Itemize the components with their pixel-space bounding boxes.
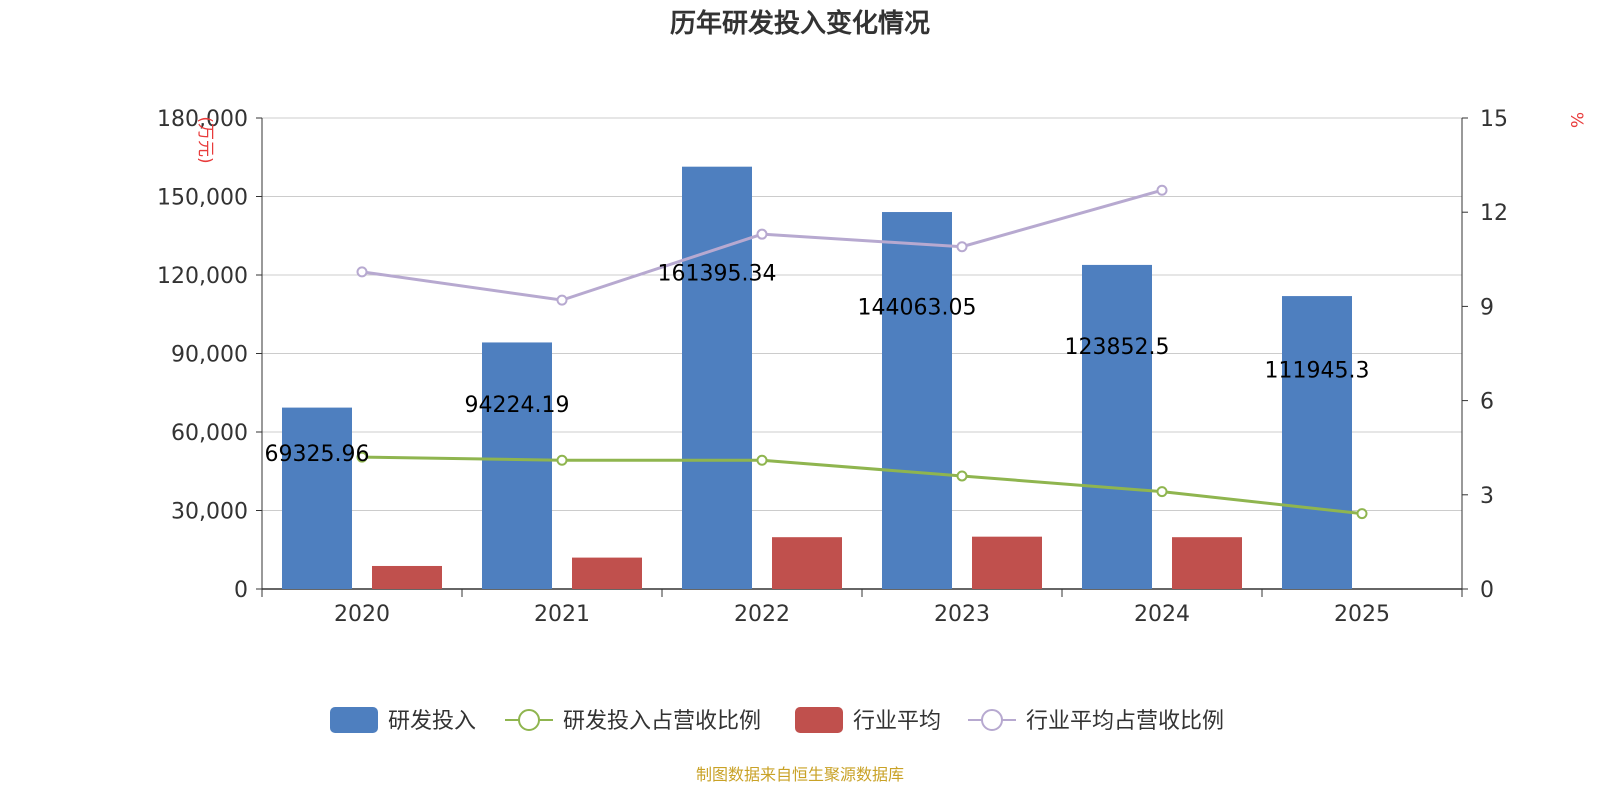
right-tick-label: 15 — [1480, 107, 1508, 132]
left-tick-label: 120,000 — [157, 264, 248, 289]
line-point-1 — [956, 470, 968, 482]
line-point-1 — [356, 451, 368, 463]
left-tick-label: 150,000 — [157, 186, 248, 211]
x-tick-label: 2020 — [334, 602, 390, 627]
data-label: 144063.05 — [858, 295, 977, 320]
right-tick-label: 6 — [1480, 390, 1494, 415]
data-label: 69325.96 — [265, 442, 370, 467]
left-tick-label: 60,000 — [171, 421, 248, 446]
bars — [282, 166, 1352, 589]
bar-2-2022 — [772, 537, 842, 589]
left-tick-label: 0 — [234, 578, 248, 603]
legend-label: 行业平均占营收比例 — [1026, 709, 1224, 734]
legend-swatch-marker — [518, 709, 540, 731]
legend-label: 研发投入占营收比例 — [563, 709, 761, 734]
left-tick-label: 30,000 — [171, 500, 248, 525]
x-tick-label: 2023 — [934, 602, 990, 627]
chart-title: 历年研发投入变化情况 — [670, 8, 930, 39]
data-label: 123852.5 — [1065, 335, 1170, 360]
right-axis-unit: % — [1566, 112, 1586, 128]
legend-label: 研发投入 — [388, 709, 476, 734]
x-tick-label: 2025 — [1334, 602, 1390, 627]
right-tick-label: 0 — [1480, 578, 1494, 603]
bar-0-2024 — [1082, 264, 1152, 589]
bar-2-2023 — [972, 536, 1042, 589]
bar-2-2024 — [1172, 537, 1242, 589]
left-axis-unit: (万元) — [195, 116, 215, 163]
data-label: 94224.19 — [465, 393, 570, 418]
bar-0-2025 — [1282, 296, 1352, 589]
line-point-3 — [356, 266, 368, 278]
bar-0-2022 — [682, 166, 752, 589]
grid-lines — [262, 117, 1462, 511]
left-tick-label: 90,000 — [171, 343, 248, 368]
bar-0-2021 — [482, 342, 552, 589]
series-line-1 — [361, 455, 1363, 516]
right-tick-label: 12 — [1480, 201, 1508, 226]
x-tick-label: 2022 — [734, 602, 790, 627]
bar-0-2023 — [882, 212, 952, 589]
axes: 0 30,000 60,000 90,000 120,000 150,000 180,000… — [157, 107, 1508, 627]
legend[interactable]: 研发投入 研发投入占营收比例 行业平均 行业平均占营收比例 — [330, 707, 1224, 734]
x-tick-label: 2024 — [1134, 602, 1190, 627]
line-point-1 — [756, 454, 768, 466]
lines — [356, 184, 1368, 520]
source-note: 制图数据来自恒生聚源数据库 — [696, 765, 904, 784]
bar-0-2020 — [282, 407, 352, 589]
legend-item-2[interactable]: 行业平均 — [795, 707, 941, 734]
data-label: 161395.34 — [658, 261, 777, 286]
legend-item-1[interactable]: 研发投入占营收比例 — [505, 709, 761, 734]
legend-swatch-marker — [981, 709, 1003, 731]
x-tick-label: 2021 — [534, 602, 590, 627]
legend-swatch — [795, 707, 843, 733]
data-labels: 69325.96 94224.19 161395.34 144063.05 123852… — [265, 261, 1370, 467]
bar-2-2020 — [372, 565, 442, 589]
bar-2-2021 — [572, 557, 642, 589]
line-point-1 — [1156, 486, 1168, 498]
legend-swatch — [330, 707, 378, 733]
legend-item-0[interactable]: 研发投入 — [330, 707, 476, 734]
line-point-3 — [1156, 184, 1168, 196]
data-label: 111945.3 — [1265, 358, 1370, 383]
legend-label: 行业平均 — [853, 709, 941, 734]
line-point-1 — [556, 454, 568, 466]
line-point-3 — [556, 294, 568, 306]
right-tick-label: 9 — [1480, 295, 1494, 320]
line-point-3 — [956, 241, 968, 253]
left-tick-label: 180,000 — [157, 107, 248, 132]
legend-item-3[interactable]: 行业平均占营收比例 — [968, 709, 1224, 734]
line-point-1 — [1356, 508, 1368, 520]
right-tick-label: 3 — [1480, 484, 1494, 509]
line-point-3 — [756, 228, 768, 240]
